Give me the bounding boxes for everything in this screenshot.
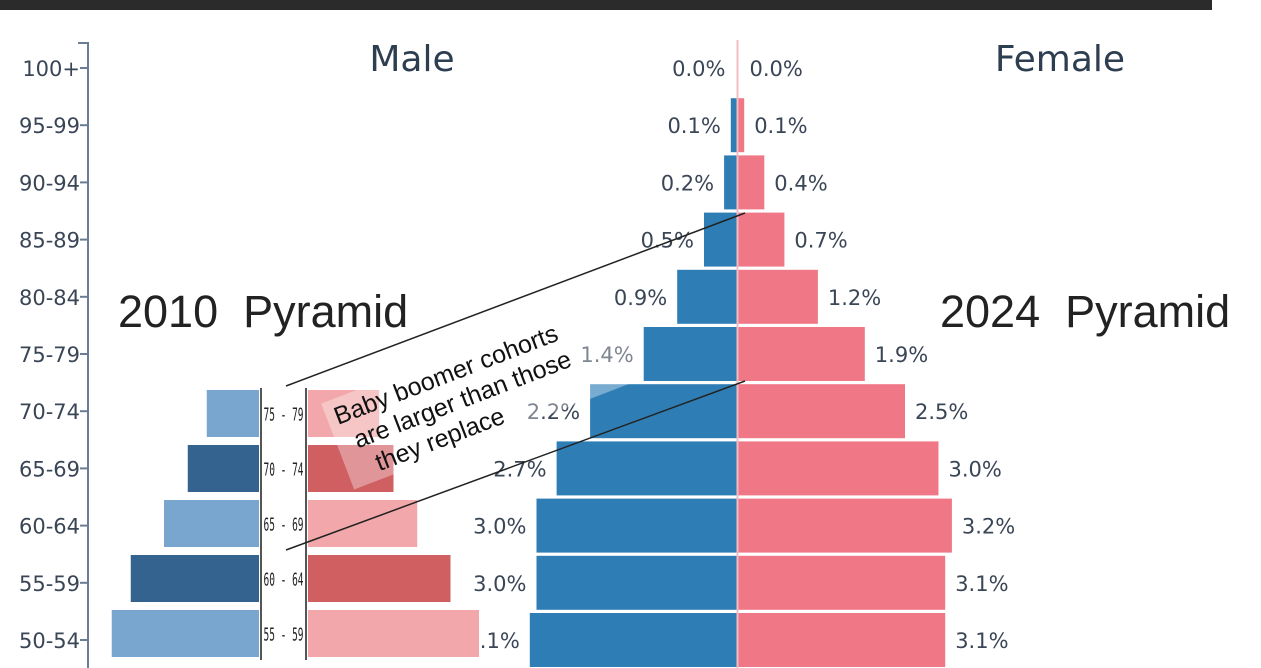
age-axis-line [78,42,89,668]
female-value-label: 3.1% [955,629,1008,653]
female-value-label: 3.1% [955,572,1008,596]
age-tick-90-94: 90-94 [19,171,80,195]
female-bar-90-94 [737,155,765,210]
female-value-label: 1.2% [828,286,881,310]
inset-right-bar-75-79 [308,390,380,437]
age-tick-80-84: 80-84 [19,286,80,310]
female-value-label: 3.0% [949,457,1002,481]
inset-left-bar-70-74 [187,445,259,492]
age-tick-100-: 100+ [22,57,80,81]
age-tick-60-64: 60-64 [19,515,80,539]
inset-left-bar-60-64 [130,555,259,602]
inset-2010-pyramid: 75 - 79 70 - 74 65 - 69 60 - 64 55 - 59 [111,388,479,660]
male-bar-80-84 [677,269,738,324]
female-bar-50-54 [737,613,946,667]
male-bar-85-89 [704,212,738,267]
inset-age-label-65-69: 65 - 69 [264,515,304,536]
annotation-bottom-line [285,380,746,551]
male-value-label: 1.4% [580,343,633,367]
male-bar-90-94 [724,155,738,210]
female-bar-85-89 [737,212,785,267]
male-bar-65-69 [556,441,738,496]
inset-age-label-70-74: 70 - 74 [264,460,304,481]
top-border-bar [0,0,1212,10]
male-bar-50-54 [529,613,738,667]
chart-title-2024: 2024 Pyramid [940,286,1230,337]
age-tick-70-74: 70-74 [19,400,80,424]
inset-age-label-60-64: 60 - 64 [264,570,304,591]
female-header: Female [995,39,1125,80]
female-bar-95-99 [737,98,745,153]
male-value-label: 3.0% [473,515,526,539]
male-value-label: 2.7% [493,457,546,481]
female-value-label: 3.2% [962,515,1015,539]
male-header: Male [369,39,454,80]
male-value-label: 0.1% [667,114,720,138]
female-bar-60-64 [737,498,952,553]
female-bar-70-74 [737,384,905,439]
female-value-label: 2.5% [915,400,968,424]
male-bar-75-79 [643,327,738,381]
male-value-label: 2.2% [527,400,580,424]
age-tick-65-69: 65-69 [19,457,80,481]
female-bar-80-84 [737,269,818,324]
annotation-top-line [285,212,746,387]
inset-age-label-55-59: 55 - 59 [264,625,304,646]
inset-right-bar-60-64 [308,555,451,602]
inset-left-bar-55-59 [111,610,259,657]
male-value-label: 3.0% [473,572,526,596]
age-tick-50-54: 50-54 [19,629,80,653]
female-value-label: 0.1% [754,114,807,138]
age-axis [78,42,89,668]
male-value-label: 0.0% [672,57,725,81]
female-bar-55-59 [737,555,946,610]
male-bar-55-59 [536,555,738,610]
annotation-text-backdrop [321,292,644,490]
male-bar-60-64 [536,498,738,553]
female-value-label: 0.7% [794,229,847,253]
female-value-label: 1.9% [875,343,928,367]
inset-right-bar-55-59 [308,610,479,657]
male-bar-95-99 [730,98,738,153]
inset-right-bar-70-74 [308,445,394,492]
inset-age-label-75-79: 75 - 79 [264,405,304,426]
female-value-label: 0.0% [750,57,803,81]
female-bar-75-79 [737,327,865,381]
age-tick-95-99: 95-99 [19,114,80,138]
male-value-label: 0.9% [614,286,667,310]
female-bar-65-69 [737,441,939,496]
age-tick-75-79: 75-79 [19,343,80,367]
male-value-label: 0.2% [661,171,714,195]
chart-title-2010: 2010 Pyramid [118,286,408,337]
age-tick-85-89: 85-89 [19,229,80,253]
inset-left-bar-75-79 [206,390,259,437]
inset-left-bar-65-69 [164,500,259,547]
age-tick-55-59: 55-59 [19,572,80,596]
female-value-label: 0.4% [774,171,827,195]
